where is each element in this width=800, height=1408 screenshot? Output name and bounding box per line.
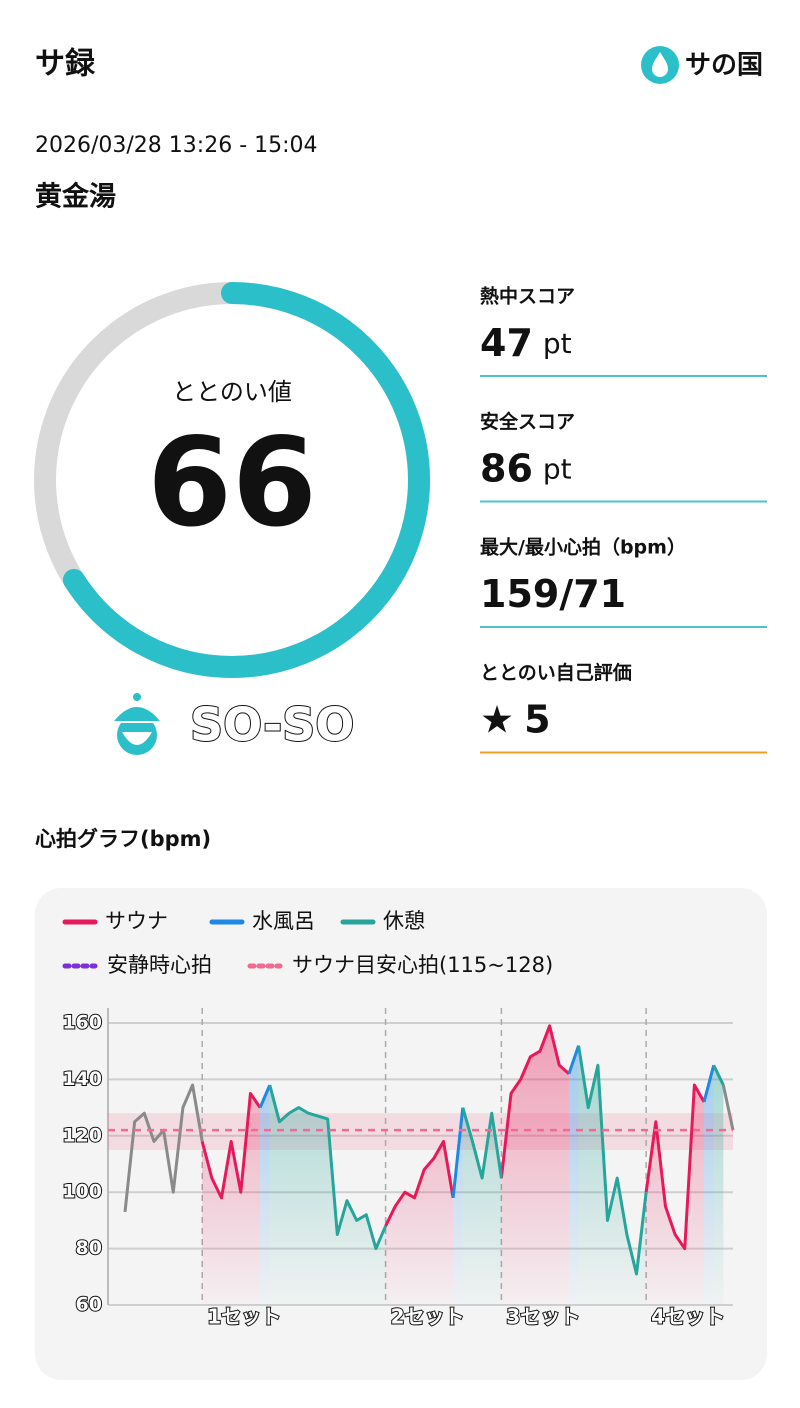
x-tick-label: 1セット: [207, 1305, 281, 1329]
stat-label: 熱中スコア: [480, 285, 575, 308]
x-tick-label: 2セット: [391, 1305, 465, 1329]
y-tick-label: 60: [76, 1294, 102, 1316]
stat-number: 47: [480, 321, 533, 365]
logo: サの国: [641, 46, 763, 84]
datetime: 2026/03/28 13:26 - 15:04: [35, 133, 318, 158]
legend-label: 安静時心拍: [107, 953, 212, 977]
stat-unit: pt: [543, 327, 572, 360]
logo-text: サの国: [685, 51, 763, 81]
place: 黄金湯: [35, 181, 116, 213]
gauge-arc: [34, 282, 430, 678]
hr-line: [200, 1024, 706, 1251]
y-tick-label: 120: [62, 1124, 102, 1146]
area-fill: [269, 1045, 724, 1305]
stat-number: 86: [480, 446, 533, 490]
legend-label: 休憩: [383, 909, 425, 933]
legend-label: サウナ: [105, 909, 168, 933]
stat-label: ととのい自己評価: [480, 661, 632, 684]
hr-line: [258, 1045, 716, 1198]
stat-number: 159/71: [480, 572, 626, 616]
stat-label: 最大/最小心拍（bpm）: [480, 536, 686, 559]
y-tick-label: 100: [62, 1181, 102, 1203]
stat-number: 5: [524, 697, 550, 741]
gauge-value: 66: [147, 412, 317, 554]
legend-label: 水風呂: [252, 909, 315, 933]
y-tick-label: 80: [76, 1237, 102, 1259]
stat-value: ★ 5: [480, 697, 551, 741]
y-tick-label: 160: [62, 1012, 102, 1034]
stat-unit: pt: [543, 453, 572, 486]
stat-value: 86 pt: [480, 446, 572, 490]
stats: 熱中スコア 47 pt 安全スコア 86 pt 最大/最小心拍（bpm） 159/71 ととのい…: [480, 285, 767, 754]
target-band: [108, 1113, 733, 1150]
hr-line: [268, 1045, 725, 1276]
gauge-label: ととのい値: [172, 378, 292, 406]
stat-label: 安全スコア: [480, 410, 575, 433]
stat-value: 159/71: [480, 572, 626, 616]
x-tick-label: 4セット: [651, 1305, 725, 1329]
chart-title: 心拍グラフ(bpm): [35, 827, 211, 851]
gauge-status: SO-SO: [190, 698, 354, 752]
app-title: サ録: [35, 47, 96, 82]
legend-label: サウナ目安心拍(115~128): [292, 953, 553, 977]
y-tick-label: 140: [62, 1068, 102, 1090]
status-icon: [109, 693, 165, 755]
x-tick-label: 3セット: [506, 1305, 580, 1329]
stat-star: ★: [480, 697, 514, 741]
area-fill: [202, 1025, 705, 1305]
stat-value: 47 pt: [480, 321, 572, 365]
logo-drop: [652, 52, 668, 77]
